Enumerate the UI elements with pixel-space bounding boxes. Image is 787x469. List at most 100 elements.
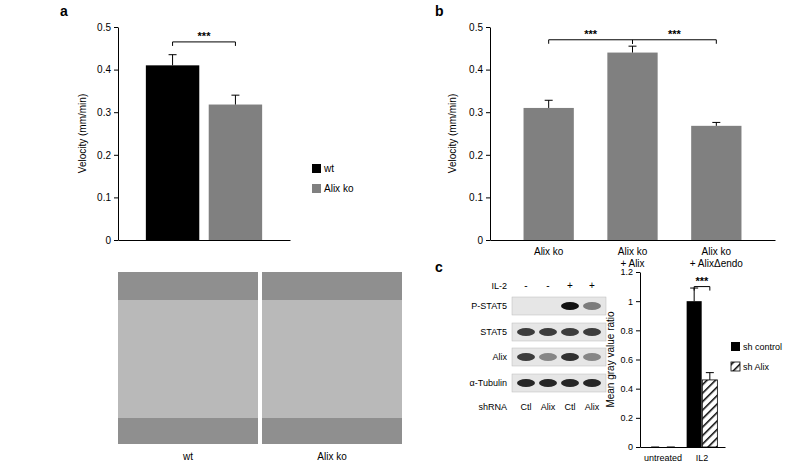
- y-tick-mark: [486, 27, 490, 28]
- micrograph-wound: [118, 300, 258, 418]
- y-tick-label: 0.4: [469, 64, 483, 75]
- error-bar-cap: [667, 447, 675, 448]
- blot-strip: [512, 348, 606, 366]
- x-tick: IL2: [696, 447, 709, 463]
- legend-label: Alix ko: [324, 183, 354, 194]
- y-axis-line: [118, 28, 119, 241]
- y-tick-label: 0.3: [469, 107, 483, 118]
- blot-row-label: α-Tubulin: [470, 378, 507, 388]
- y-tick-label: 0.1: [97, 192, 111, 203]
- x-tick-label-line: + AlixΔendo: [690, 258, 744, 269]
- y-tick-mark: [114, 155, 118, 156]
- y-tick: 0.5: [97, 22, 118, 33]
- y-tick-mark: [636, 447, 640, 448]
- significance-label: ***: [668, 28, 682, 40]
- y-tick-label: 0.3: [97, 107, 111, 118]
- error-bar-cap: [169, 54, 177, 55]
- y-tick: 0: [628, 442, 640, 452]
- y-tick-mark: [114, 197, 118, 198]
- error-bar-cap: [545, 100, 553, 101]
- x-tick-label-line: Alix ko: [702, 246, 732, 257]
- legend-label: sh Alix: [743, 362, 770, 372]
- y-tick-mark: [486, 155, 490, 156]
- x-axis-line: [491, 240, 776, 241]
- y-tick-mark: [636, 360, 640, 361]
- y-tick-mark: [114, 27, 118, 28]
- error-bar-stem: [632, 46, 633, 52]
- legend-label: sh control: [743, 342, 782, 352]
- blot-shrna-label: shRNA: [478, 402, 507, 412]
- micrograph: [118, 272, 258, 444]
- y-tick: 0.6: [620, 355, 640, 365]
- micrograph-label: wt: [182, 451, 193, 462]
- blot-shrna: Ctl: [565, 402, 576, 412]
- blot-band: [517, 379, 535, 387]
- chart-panel: a00.10.20.30.40.5Velocity (mm/min)***wtA…: [60, 3, 354, 246]
- y-tick: 0.8: [620, 326, 640, 336]
- blot-band: [517, 353, 535, 361]
- y-tick-mark: [114, 112, 118, 113]
- y-tick: 0.4: [469, 64, 490, 75]
- blot-shrna: Alix: [585, 402, 600, 412]
- blot-band: [583, 353, 601, 361]
- blot-row-label: P-STAT5: [471, 301, 507, 311]
- bar: [648, 447, 663, 448]
- blot-band: [583, 302, 601, 310]
- x-tick-label: Alix ko+ Alix: [618, 246, 648, 269]
- blot-band: [561, 353, 579, 361]
- legend: wt Alix ko: [312, 163, 354, 194]
- error-bar: [169, 55, 177, 66]
- y-tick-label: 1: [628, 297, 633, 307]
- error-bar: [706, 373, 714, 380]
- chart-panel: c00.20.40.60.811.2untreatedIL2Mean gray …: [435, 259, 782, 463]
- y-tick: 0.3: [469, 107, 490, 118]
- error-bar: [629, 46, 637, 52]
- y-tick-mark: [636, 301, 640, 302]
- blot-band: [539, 379, 557, 387]
- y-tick: 0.4: [97, 64, 118, 75]
- bar: [691, 126, 741, 240]
- figure: a00.10.20.30.40.5Velocity (mm/min)***wtA…: [0, 0, 787, 469]
- y-axis: 00.20.40.60.811.2: [620, 267, 640, 452]
- y-tick-mark: [486, 70, 490, 71]
- y-tick-mark: [486, 112, 490, 113]
- blot-shrna: Alix: [541, 402, 556, 412]
- blot-treatment-label: IL-2: [491, 281, 507, 291]
- x-axis-line: [119, 240, 291, 241]
- figure-svg: a00.10.20.30.40.5Velocity (mm/min)***wtA…: [0, 0, 787, 469]
- legend-swatch: [312, 164, 321, 173]
- y-tick-label: 0.5: [97, 22, 111, 33]
- y-tick-label: 0: [477, 235, 483, 246]
- blot-shrna: Ctl: [521, 402, 532, 412]
- error-bar: [667, 447, 675, 448]
- y-tick-label: 0: [628, 442, 633, 452]
- x-axis: [119, 240, 291, 242]
- y-tick-label: 0.2: [97, 150, 111, 161]
- y-tick-label: 0: [105, 235, 111, 246]
- blot-treatment: -: [524, 280, 527, 291]
- y-tick-mark: [636, 330, 640, 331]
- error-bar-stem: [548, 100, 549, 108]
- bar: [702, 380, 717, 447]
- error-bar-cap: [706, 372, 714, 373]
- significance-bracket: [549, 40, 633, 44]
- chart-panel: b00.10.20.30.40.5Alix koAlix ko+ AlixAli…: [435, 3, 776, 269]
- legend-label: wt: [323, 163, 334, 174]
- significance-label: ***: [696, 275, 710, 287]
- blot-band: [517, 302, 535, 310]
- y-tick-label: 0.4: [620, 384, 633, 394]
- y-axis-title: Velocity (mm/min): [447, 94, 458, 173]
- y-tick: 1.2: [620, 267, 640, 277]
- y-axis-title: Velocity (mm/min): [77, 94, 88, 173]
- y-tick-mark: [636, 272, 640, 273]
- y-tick-label: 0.1: [469, 192, 483, 203]
- x-tick-label: Alix ko+ AlixΔendo: [690, 246, 744, 269]
- y-tick-mark: [114, 70, 118, 71]
- plot-area: [146, 55, 262, 240]
- y-tick-mark: [636, 418, 640, 419]
- significance-bracket: [694, 287, 710, 291]
- y-axis-line: [640, 273, 641, 448]
- bar: [687, 301, 702, 447]
- blot-band: [561, 328, 579, 336]
- error-bar-stem: [709, 373, 710, 380]
